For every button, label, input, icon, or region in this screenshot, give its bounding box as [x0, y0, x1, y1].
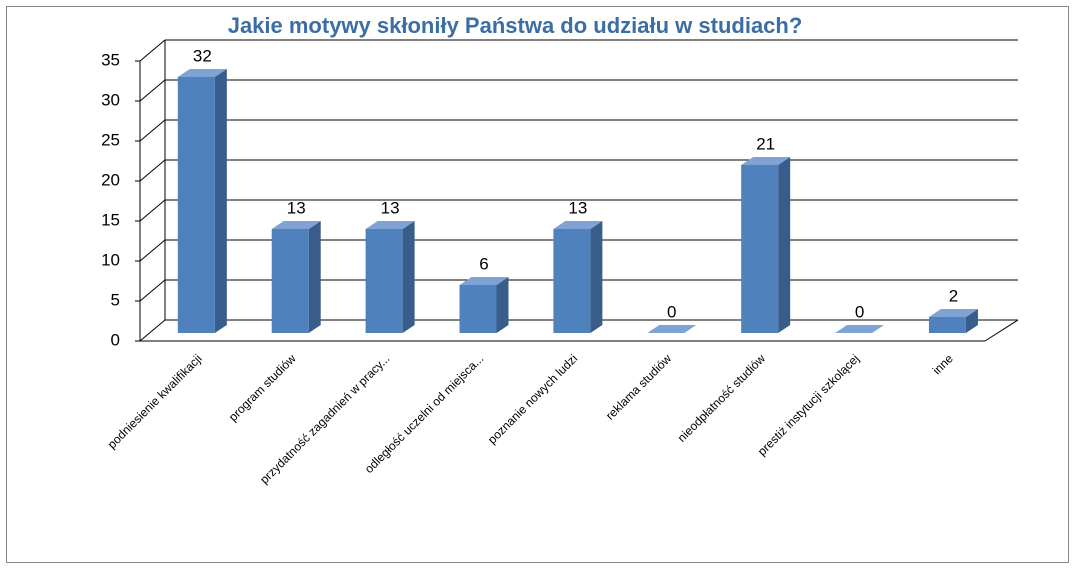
grid-diagonal: [139, 319, 166, 342]
bar: [741, 165, 779, 333]
value-label: 0: [667, 302, 676, 321]
bar-side: [496, 277, 509, 333]
bar-top: [553, 221, 603, 229]
value-label: 13: [568, 198, 587, 217]
bar: [365, 229, 403, 333]
grid-diagonal: [139, 119, 166, 142]
y-tick-label: 5: [111, 290, 120, 309]
bar-top: [459, 277, 509, 285]
value-label: 21: [756, 134, 775, 153]
bar-side: [590, 221, 603, 333]
value-label: 6: [479, 254, 488, 273]
bar-side: [214, 69, 227, 333]
y-tick-label: 25: [101, 130, 120, 149]
bar-side: [778, 157, 791, 333]
bar-top: [647, 325, 697, 333]
grid-diagonal: [139, 279, 166, 302]
value-label: 13: [381, 198, 400, 217]
bar-top: [741, 157, 791, 165]
bar: [459, 285, 497, 333]
bar-top: [835, 325, 885, 333]
chart-title: Jakie motywy skłoniły Państwa do udziału…: [228, 13, 803, 38]
grid-diagonal: [139, 239, 166, 262]
y-tick-label: 20: [101, 170, 120, 189]
bar-side: [308, 221, 321, 333]
y-tick-label: 0: [111, 330, 120, 349]
grid-diagonal: [139, 39, 166, 62]
value-label: 2: [949, 286, 958, 305]
bar-top: [928, 309, 978, 317]
floor-right: [984, 319, 1019, 342]
y-tick-label: 10: [101, 250, 120, 269]
bar-top: [271, 221, 321, 229]
bar: [928, 317, 966, 333]
value-label: 0: [855, 302, 864, 321]
y-tick-label: 30: [101, 90, 120, 109]
bar: [177, 77, 215, 333]
grid-diagonal: [139, 159, 166, 182]
y-tick-label: 35: [101, 50, 120, 69]
bar-top: [365, 221, 415, 229]
grid-diagonal: [139, 199, 166, 222]
bar: [271, 229, 309, 333]
bar-top: [177, 69, 227, 77]
chart-frame: [6, 6, 1069, 563]
bar-side: [402, 221, 415, 333]
value-label: 32: [193, 46, 212, 65]
y-tick-label: 15: [101, 210, 120, 229]
bar: [553, 229, 591, 333]
grid-diagonal: [139, 79, 166, 102]
value-label: 13: [287, 198, 306, 217]
